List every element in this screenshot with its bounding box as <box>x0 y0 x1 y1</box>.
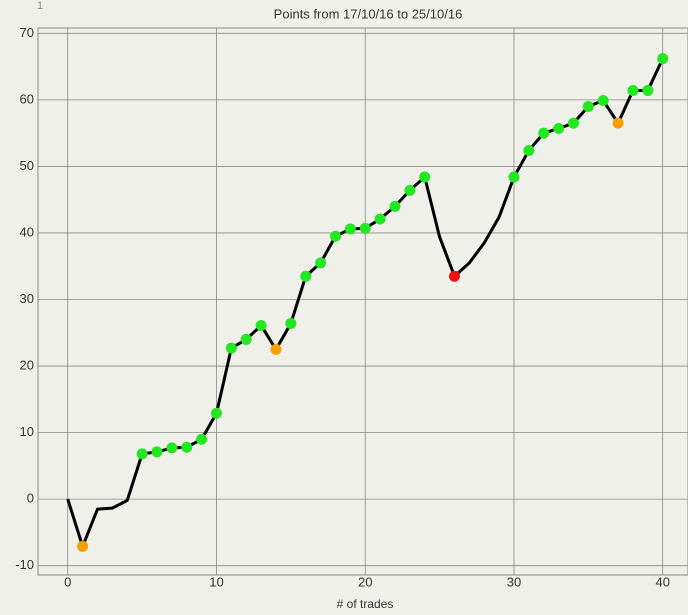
point-marker <box>136 448 148 460</box>
point-marker <box>240 333 252 345</box>
y-tick-label: 0 <box>27 491 34 506</box>
point-marker <box>315 257 327 269</box>
x-tick-label: 40 <box>655 574 669 589</box>
corner-label: 1 <box>37 0 43 12</box>
y-tick-label: 60 <box>20 91 34 106</box>
chart-title: Points from 17/10/16 to 25/10/16 <box>274 6 463 21</box>
point-marker <box>359 222 371 234</box>
point-marker <box>597 95 609 107</box>
point-marker <box>285 317 297 329</box>
point-marker <box>166 442 178 454</box>
point-marker <box>225 342 237 354</box>
point-marker <box>508 171 520 183</box>
y-tick-label: 70 <box>20 25 34 40</box>
point-marker <box>255 319 267 331</box>
point-marker <box>404 184 416 196</box>
point-marker <box>77 540 89 552</box>
point-marker <box>196 433 208 445</box>
point-marker <box>642 85 654 97</box>
point-marker <box>329 230 341 242</box>
point-marker <box>567 117 579 129</box>
y-tick-label: 20 <box>20 357 34 372</box>
x-tick-label: 30 <box>507 574 521 589</box>
plot-area <box>37 27 688 576</box>
point-marker <box>300 270 312 282</box>
point-marker <box>612 117 624 129</box>
point-marker <box>538 127 550 139</box>
y-tick-label: 50 <box>20 158 34 173</box>
point-marker <box>553 122 565 134</box>
y-tick-label: 30 <box>20 291 34 306</box>
y-tick-label: 40 <box>20 224 34 239</box>
point-marker <box>389 200 401 212</box>
point-marker <box>448 270 460 282</box>
point-marker <box>270 343 282 355</box>
point-marker <box>344 223 356 235</box>
point-marker <box>627 85 639 97</box>
y-tick-label: -10 <box>15 557 34 572</box>
x-tick-label: 0 <box>64 574 71 589</box>
point-marker <box>582 101 594 113</box>
x-tick-label: 10 <box>209 574 223 589</box>
point-marker <box>419 171 431 183</box>
y-tick-label: 10 <box>20 424 34 439</box>
point-marker <box>657 53 669 65</box>
point-marker <box>210 407 222 419</box>
x-axis-label: # of trades <box>337 597 394 611</box>
point-marker <box>374 213 386 225</box>
point-marker <box>523 144 535 156</box>
point-marker <box>151 446 163 458</box>
x-tick-label: 20 <box>358 574 372 589</box>
point-marker <box>181 441 193 453</box>
